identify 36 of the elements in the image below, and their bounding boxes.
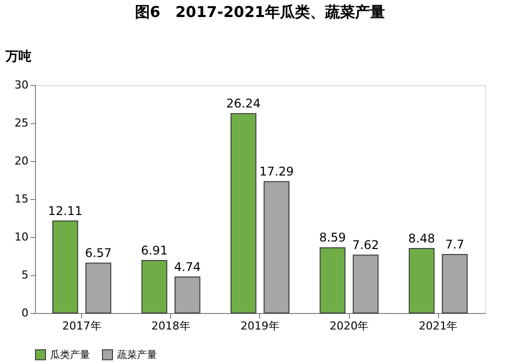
bar (320, 247, 346, 314)
bar (141, 260, 168, 314)
bar (442, 254, 468, 314)
data-label: 7.7 (445, 237, 464, 252)
bar (174, 276, 200, 314)
y-tick-label: 20 (14, 154, 28, 168)
y-tick-label: 10 (14, 230, 28, 244)
data-label: 17.29 (259, 164, 294, 179)
bar (352, 254, 379, 314)
data-label: 6.91 (140, 243, 168, 258)
y-axis-title: 万吨 (4, 50, 32, 64)
x-tick-label: 2019年 (240, 320, 280, 332)
y-tick-label: 25 (14, 116, 28, 130)
y-tick-label: 15 (14, 192, 28, 206)
x-tick-label: 2017年 (62, 320, 102, 332)
data-label: 7.62 (352, 238, 380, 252)
x-tick-label: 2018年 (151, 320, 190, 332)
bar (85, 262, 112, 314)
chart-title: 图6 2017-2021年瓜类、蔬菜产量 (134, 3, 386, 21)
data-label: 4.74 (174, 260, 201, 274)
data-label: 8.48 (408, 232, 436, 246)
bar (408, 248, 435, 314)
legend-label: 蔬菜产量 (117, 348, 157, 361)
y-tick-label: 5 (22, 268, 28, 282)
data-label: 6.57 (84, 246, 112, 260)
bar (52, 220, 78, 314)
bar (230, 113, 256, 314)
x-tick-label: 2020年 (330, 320, 369, 332)
x-tick-label: 2021年 (418, 320, 458, 332)
data-label: 26.24 (226, 96, 261, 111)
data-label: 12.11 (48, 204, 82, 218)
y-tick-label: 30 (14, 78, 28, 92)
legend-label: 瓜类产量 (50, 348, 90, 361)
data-label: 8.59 (319, 230, 346, 245)
bar (264, 181, 290, 314)
y-tick-label: 0 (22, 306, 28, 320)
